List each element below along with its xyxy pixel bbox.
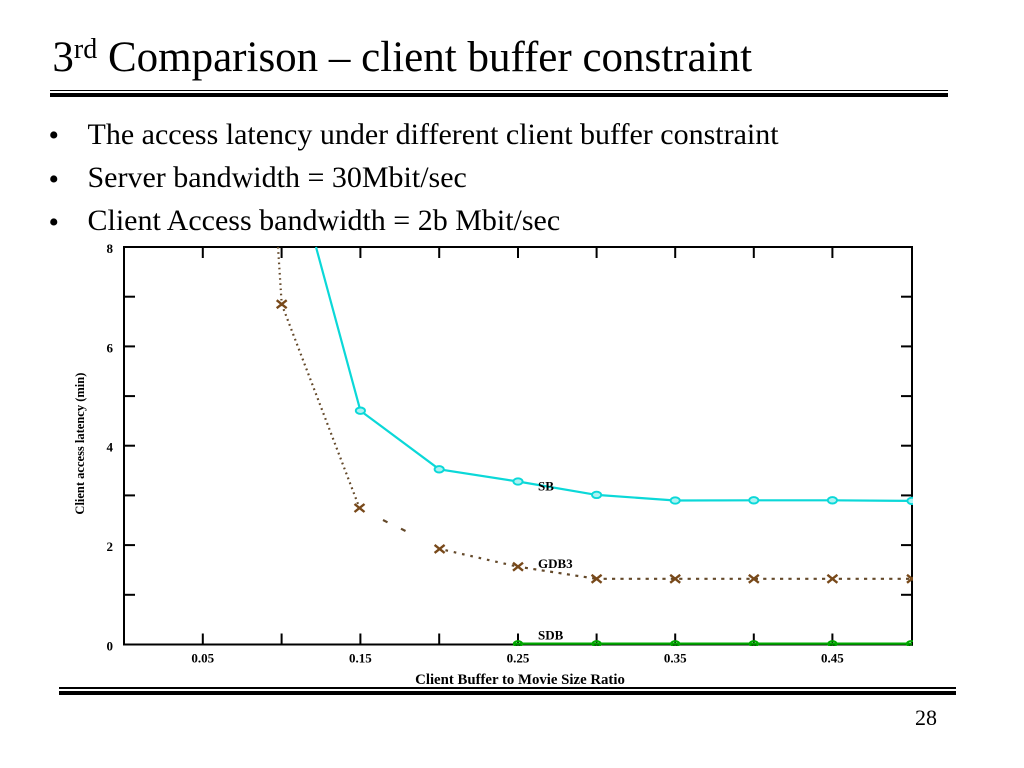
svg-text:Client access latency (min): Client access latency (min) bbox=[73, 373, 87, 515]
svg-text:SDB: SDB bbox=[538, 628, 564, 643]
svg-text:0.05: 0.05 bbox=[191, 651, 214, 666]
svg-text:0.45: 0.45 bbox=[821, 651, 844, 666]
svg-text:6: 6 bbox=[107, 340, 114, 355]
svg-text:8: 8 bbox=[107, 241, 114, 256]
svg-text:SB: SB bbox=[538, 479, 554, 494]
svg-text:0: 0 bbox=[107, 639, 114, 654]
svg-text:0.25: 0.25 bbox=[507, 651, 530, 666]
svg-text:2: 2 bbox=[107, 539, 114, 554]
svg-text:0.35: 0.35 bbox=[664, 651, 687, 666]
svg-text:0.15: 0.15 bbox=[349, 651, 372, 666]
svg-text:Client Buffer to Movie Size Ra: Client Buffer to Movie Size Ratio bbox=[415, 672, 625, 688]
svg-text:GDB3: GDB3 bbox=[538, 556, 573, 571]
svg-text:4: 4 bbox=[107, 440, 114, 455]
